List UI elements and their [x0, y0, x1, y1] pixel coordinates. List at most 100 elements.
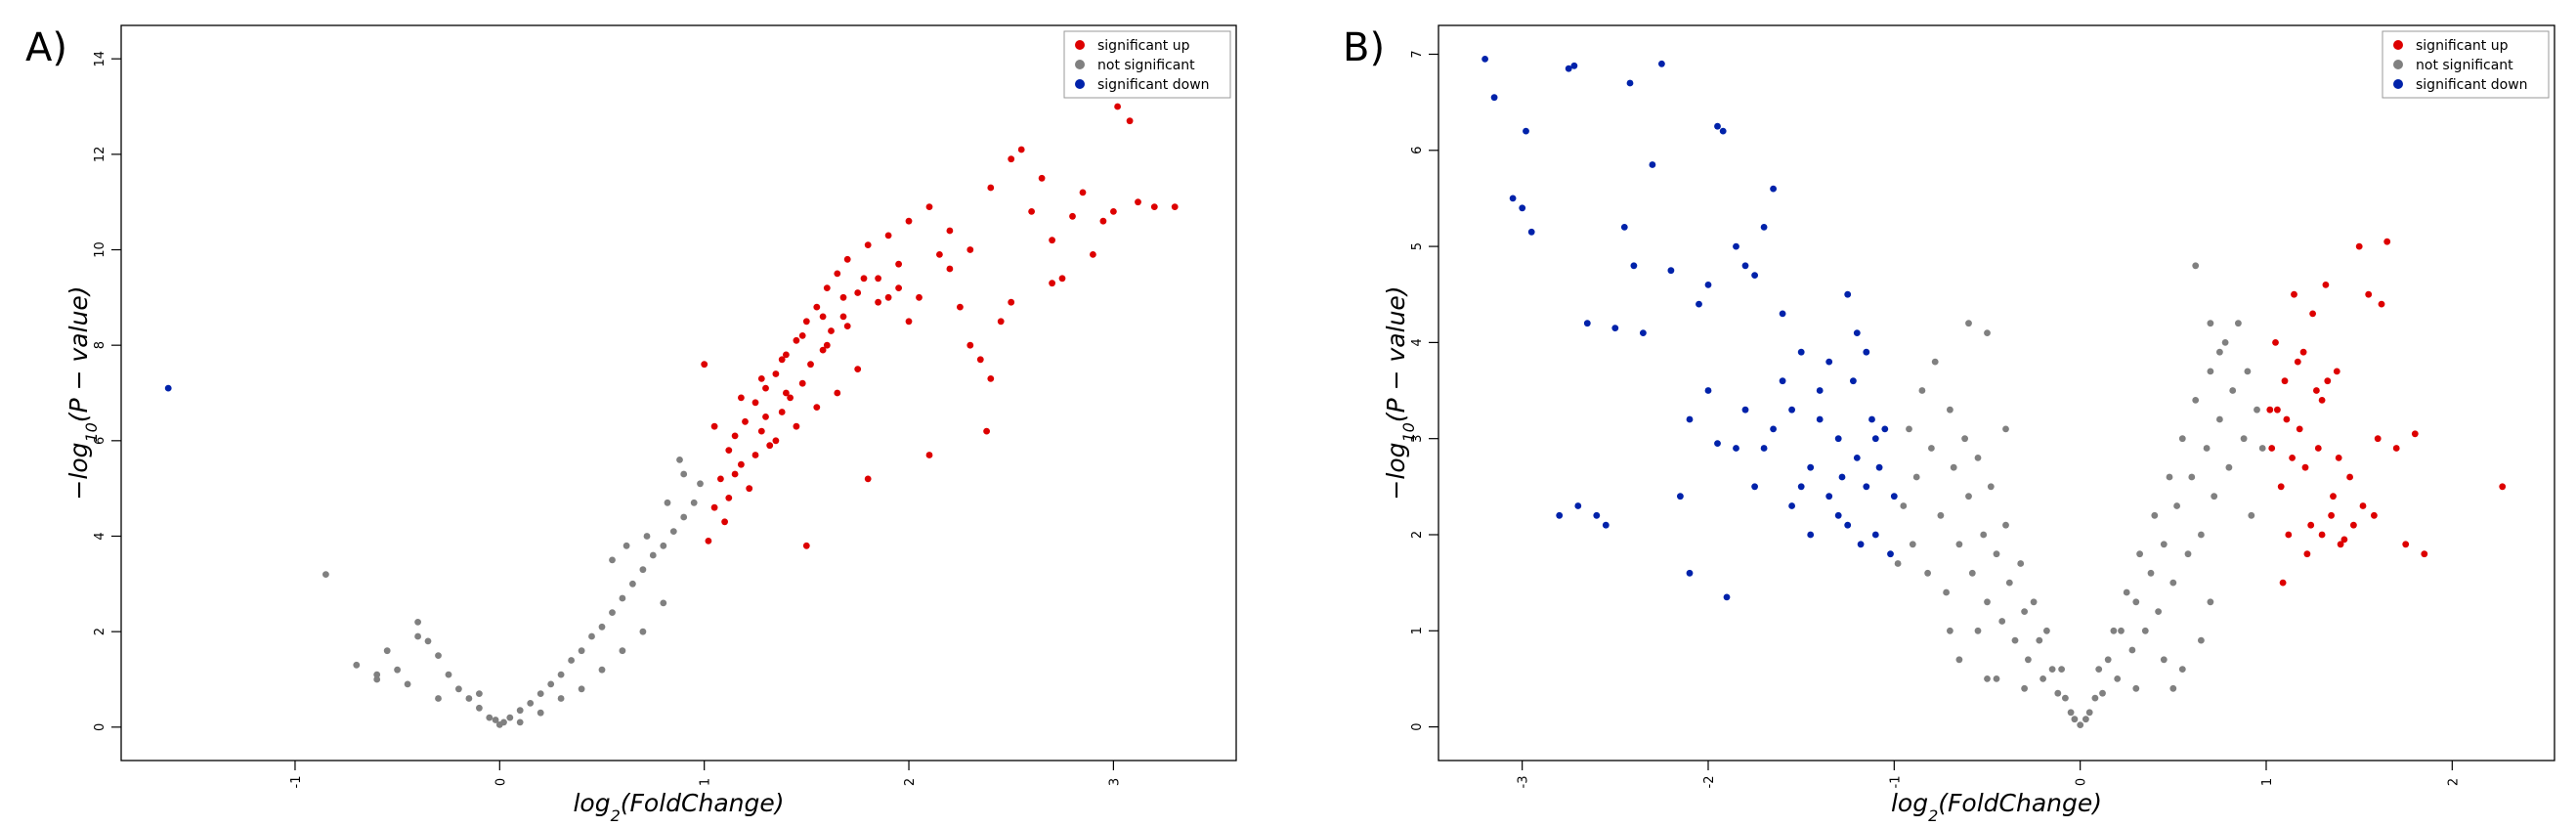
point — [1570, 62, 1578, 69]
point — [1980, 531, 1988, 539]
point — [2169, 579, 2177, 587]
point — [710, 503, 718, 511]
point — [414, 619, 421, 626]
point — [2207, 368, 2214, 375]
point — [742, 417, 749, 425]
point — [1509, 195, 1517, 202]
point — [2216, 348, 2223, 356]
point — [2091, 694, 2099, 702]
legend-label: significant up — [1097, 38, 1190, 54]
point — [1686, 569, 1694, 577]
point — [557, 695, 565, 702]
point — [875, 275, 881, 283]
legend-box — [1063, 30, 1231, 99]
point — [2062, 694, 2069, 702]
y-tick-label: 4 — [1410, 338, 1425, 346]
point — [1770, 185, 1777, 193]
legend-label: significant down — [1097, 77, 1210, 93]
point — [916, 293, 923, 301]
point — [2173, 502, 2181, 509]
point — [1049, 280, 1055, 287]
point — [1918, 387, 1926, 394]
point — [1171, 203, 1179, 211]
point — [1611, 325, 1619, 331]
point — [1906, 425, 1912, 433]
point — [2160, 656, 2168, 664]
point — [1090, 251, 1096, 258]
point — [1987, 483, 1995, 491]
point — [766, 442, 774, 450]
point — [2207, 320, 2214, 327]
legend-box — [2382, 30, 2550, 99]
point — [966, 341, 974, 349]
point — [1875, 463, 1883, 471]
point — [966, 246, 974, 253]
point — [1770, 425, 1777, 433]
point — [1947, 627, 1953, 634]
point — [2235, 320, 2242, 327]
point — [1838, 473, 1846, 481]
panel-a: A)-1 0 1 2 302468101214log2(FoldChange)−log1… — [25, 24, 1237, 825]
point — [1049, 237, 1055, 244]
point — [1779, 310, 1786, 318]
point — [1937, 511, 1945, 519]
y-axis-label: −log10(P − value) — [1382, 285, 1418, 500]
y-tick-label: 3 — [1410, 435, 1425, 443]
point — [1626, 79, 1634, 87]
point — [2021, 684, 2029, 692]
point — [731, 470, 739, 478]
panel-b: B) -3 -2 -1 0 1 2 0 1 2 3 4 5 6 7 log2(FoldChange) −log1… — [1343, 24, 2555, 825]
point — [2147, 569, 2155, 577]
point — [373, 671, 381, 678]
point — [2350, 521, 2357, 529]
point — [2281, 377, 2289, 385]
point — [669, 528, 677, 535]
point — [1993, 550, 2000, 558]
point — [783, 351, 790, 359]
point — [2314, 445, 2322, 452]
point — [798, 332, 806, 339]
point — [1490, 94, 1498, 102]
legend-label: not significant — [2416, 58, 2513, 73]
point — [1863, 483, 1870, 491]
point — [1751, 272, 1758, 279]
legend-label: significant up — [2416, 38, 2509, 54]
point — [946, 265, 954, 273]
point — [2322, 282, 2330, 288]
point — [1984, 329, 1991, 336]
point — [1850, 377, 1857, 385]
point — [1974, 455, 1982, 461]
x-tick-label: 2 — [2446, 778, 2461, 786]
point — [1110, 208, 1117, 215]
point — [1857, 541, 1865, 548]
series-significant-down — [1481, 56, 1898, 601]
point — [2002, 425, 2009, 433]
point — [506, 714, 514, 721]
point — [1741, 406, 1749, 414]
point — [2359, 502, 2367, 509]
point — [2392, 445, 2400, 452]
point — [1704, 387, 1712, 394]
point — [839, 293, 847, 301]
point — [823, 284, 831, 291]
point — [1714, 440, 1721, 447]
point — [2268, 445, 2276, 452]
point — [1868, 415, 1875, 423]
point — [1871, 435, 1879, 443]
point — [2279, 579, 2287, 587]
point — [2299, 348, 2307, 356]
point — [925, 203, 933, 211]
point — [2054, 689, 2062, 697]
point — [731, 432, 739, 440]
point — [557, 671, 565, 678]
point — [2277, 483, 2285, 491]
point — [623, 542, 630, 549]
point — [680, 470, 688, 478]
point — [1649, 161, 1656, 168]
point — [843, 323, 851, 329]
point — [322, 571, 329, 578]
point — [1924, 569, 1931, 577]
point — [537, 709, 544, 717]
x-tick-label: -3 — [1517, 776, 1531, 789]
point — [1704, 282, 1712, 288]
